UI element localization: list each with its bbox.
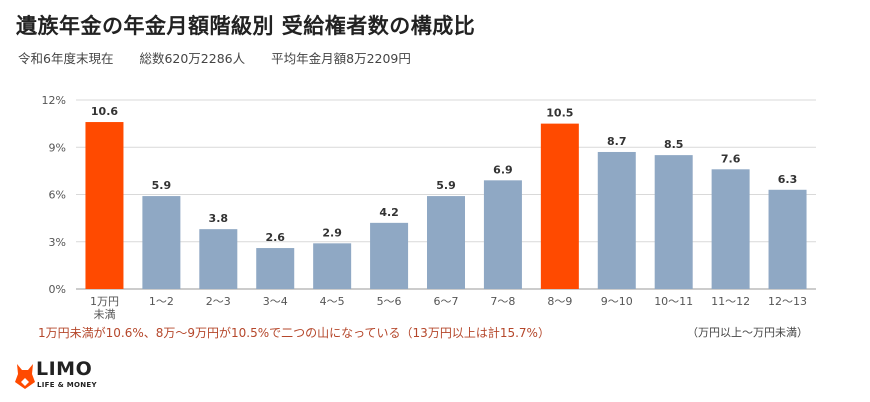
- x-tick-label: 12〜13: [768, 295, 807, 308]
- bar: [199, 229, 238, 289]
- bar: [142, 196, 181, 289]
- bar: [597, 151, 636, 289]
- bar: [256, 248, 295, 289]
- subtitle-average: 平均年金月額8万2209円: [271, 51, 411, 66]
- data-label: 3.8: [209, 212, 229, 225]
- bar: [427, 196, 465, 289]
- x-tick-label: 1〜2: [149, 295, 174, 308]
- data-label: 7.6: [721, 152, 741, 165]
- bar: [483, 180, 522, 289]
- y-tick-label: 6%: [49, 189, 66, 202]
- data-label: 8.5: [664, 138, 684, 151]
- data-label: 5.9: [436, 179, 456, 192]
- x-tick-label: 8〜9: [547, 295, 572, 308]
- subtitle-period: 令和6年度末現在: [18, 51, 114, 66]
- data-label: 5.9: [152, 179, 172, 192]
- y-tick-label: 12%: [42, 94, 66, 107]
- bar: [540, 123, 579, 289]
- bar: [654, 155, 693, 289]
- x-tick-label: 3〜4: [263, 295, 288, 308]
- bar: [370, 222, 409, 289]
- x-tick-label: 6〜7: [434, 295, 459, 308]
- y-tick-label: 9%: [49, 141, 66, 154]
- subtitle-total: 総数620万2286人: [139, 51, 246, 66]
- data-label: 8.7: [607, 135, 627, 148]
- bar: [85, 122, 124, 289]
- logo-word: LIMO: [36, 358, 93, 380]
- x-tick-label: 9〜10: [601, 295, 633, 308]
- bar: [768, 189, 807, 289]
- y-tick-label: 0%: [49, 283, 66, 296]
- fox-icon: [15, 364, 35, 389]
- data-label: 10.5: [546, 107, 573, 120]
- chart-title: 遺族年金の年金月額階級別 受給権者数の構成比: [16, 14, 476, 38]
- chart-subtitle: 令和6年度末現在 総数620万2286人 平均年金月額8万2209円: [18, 48, 433, 67]
- data-label: 2.9: [322, 226, 342, 239]
- x-tick-label: 11〜12: [711, 295, 750, 308]
- x-tick-label: 4〜5: [320, 295, 345, 308]
- x-tick-label: 10〜11: [654, 295, 693, 308]
- data-label: 10.6: [91, 105, 118, 118]
- chart-note: 1万円未満が10.6%、8万〜9万円が10.5%で二つの山になっている（13万円…: [38, 326, 550, 340]
- data-label: 2.6: [265, 231, 285, 244]
- x-tick-label: 未満: [93, 308, 115, 321]
- bar: [313, 243, 352, 289]
- data-label: 6.3: [778, 173, 798, 186]
- bar: [711, 169, 750, 289]
- x-tick-label: 5〜6: [377, 295, 402, 308]
- unit-note: （万円以上〜万円未満）: [687, 326, 808, 339]
- labels: 0% 3% 6% 9% 12% 10.6 1万円未満 5.9 1〜2 3.8 2〜3 2.6 3〜4 2.…: [42, 94, 807, 321]
- x-tick-label: 2〜3: [206, 295, 231, 308]
- x-tick-label: 7〜8: [490, 295, 515, 308]
- data-label: 4.2: [379, 206, 399, 219]
- data-label: 6.9: [493, 163, 513, 176]
- logo-tagline: LIFE & MONEY: [37, 381, 97, 389]
- x-tick-label: 1万円: [90, 295, 119, 308]
- y-tick-label: 3%: [49, 236, 66, 249]
- bars: [85, 122, 807, 289]
